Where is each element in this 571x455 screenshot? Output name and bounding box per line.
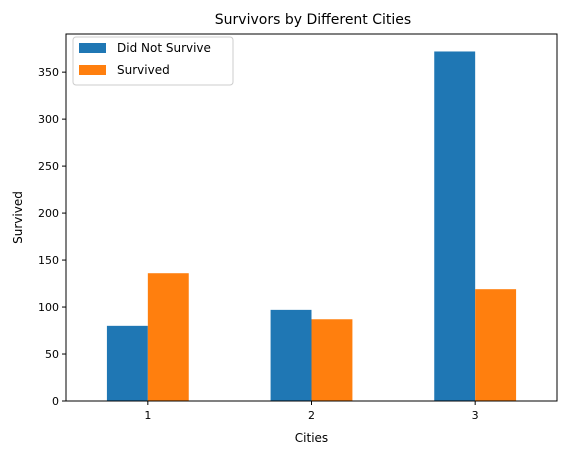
y-tick-label: 300 (38, 113, 59, 126)
x-axis: 1 2 3 (144, 401, 479, 422)
y-axis: 0 50 100 150 200 250 300 350 (38, 66, 66, 408)
y-tick-label: 200 (38, 207, 59, 220)
legend-swatch (79, 43, 106, 53)
legend-label: Did Not Survive (117, 41, 211, 55)
plot-frame (65, 33, 558, 402)
x-tick-label: 3 (472, 409, 479, 422)
bar-did-not-survive-city-2 (270, 309, 312, 401)
bar-survived-city-3 (475, 289, 517, 401)
y-tick-label: 150 (38, 254, 59, 267)
y-tick-label: 350 (38, 66, 59, 79)
chart-title: Survivors by Different Cities (215, 12, 411, 28)
legend-label: Survived (117, 63, 170, 77)
bar-survived-city-1 (147, 273, 189, 401)
y-tick-label: 0 (52, 395, 59, 408)
x-tick-label: 2 (308, 409, 315, 422)
y-tick-label: 50 (45, 348, 59, 361)
x-axis-label: Cities (295, 431, 328, 445)
legend-box (72, 36, 234, 86)
bar-survived-city-2 (311, 319, 353, 401)
y-tick-label: 100 (38, 301, 59, 314)
bar-did-not-survive-city-3 (434, 51, 476, 401)
bars-group (106, 51, 517, 401)
bar-did-not-survive-city-1 (106, 325, 148, 401)
y-tick-label: 250 (38, 160, 59, 173)
x-tick-label: 1 (144, 409, 151, 422)
y-axis-label: Survived (11, 191, 25, 244)
legend: Did Not Survive Survived (72, 36, 234, 86)
legend-swatch (79, 65, 106, 75)
